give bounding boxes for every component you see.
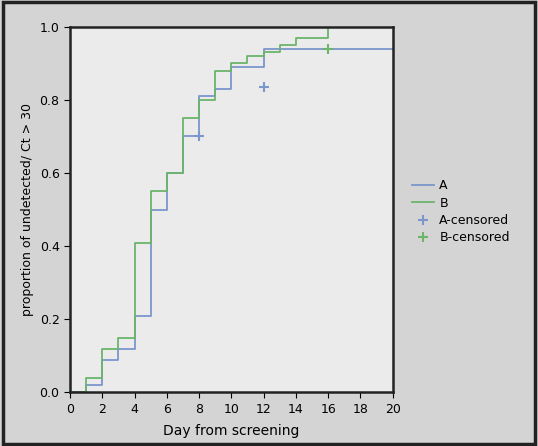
Y-axis label: proportion of undetected/ Ct > 30: proportion of undetected/ Ct > 30 bbox=[21, 103, 34, 316]
Legend: A, B, A-censored, B-censored: A, B, A-censored, B-censored bbox=[412, 179, 510, 244]
X-axis label: Day from screening: Day from screening bbox=[163, 424, 300, 438]
